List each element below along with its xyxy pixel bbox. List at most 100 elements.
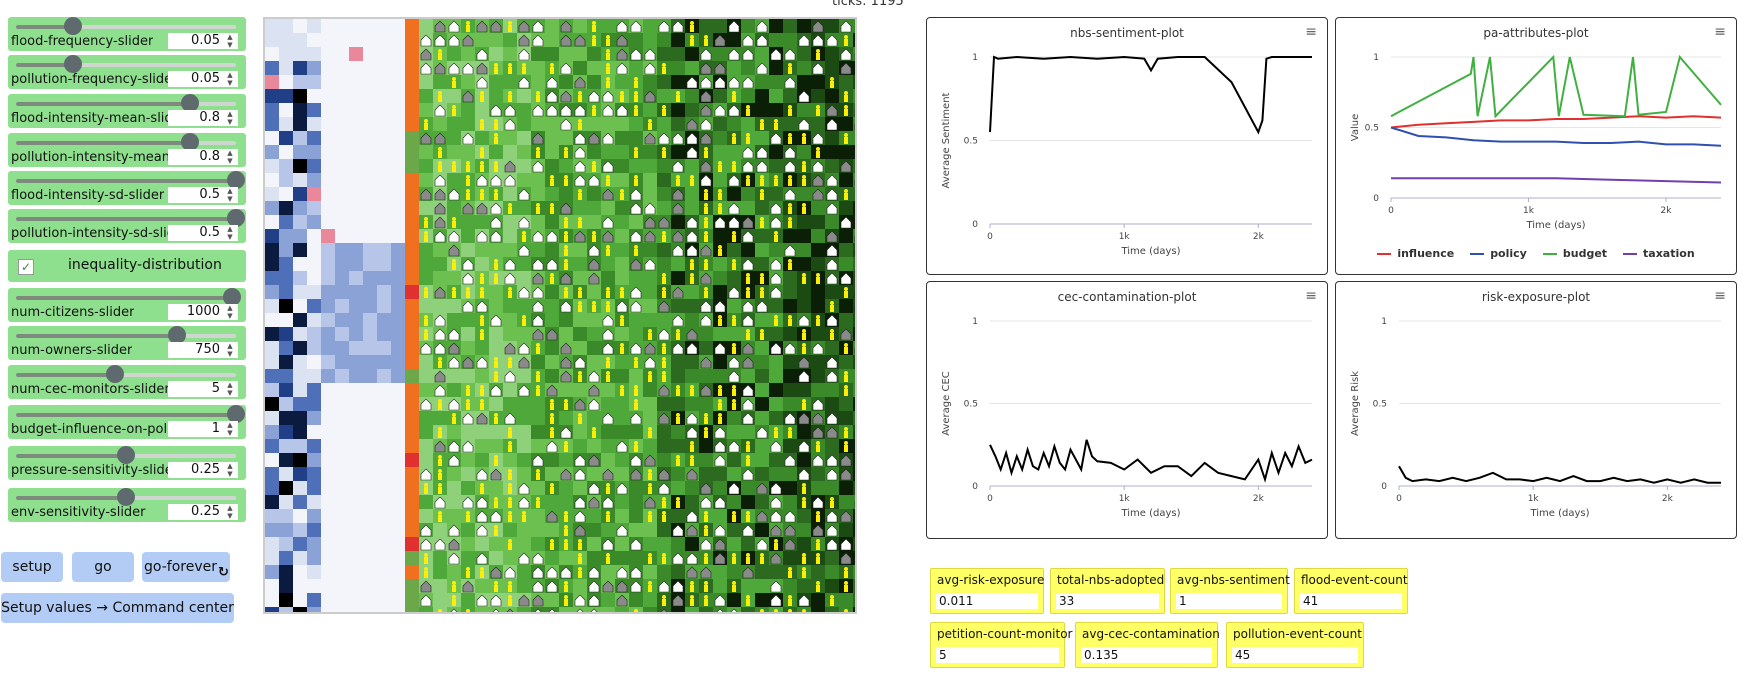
slider-thumb[interactable] xyxy=(117,488,135,506)
slider-thumb[interactable] xyxy=(222,288,241,306)
slider[interactable]: num-citizens-slider 1000 ▲ ▼ xyxy=(8,288,246,322)
plot-canvas: 0 0.5 1 0 1k 2k Time (days) Average CEC xyxy=(941,317,1313,519)
series-line-taxation xyxy=(1391,177,1722,184)
slider-track[interactable] xyxy=(16,488,236,506)
menu-icon[interactable]: ≡ xyxy=(1305,24,1317,40)
spinner-icon[interactable]: ▲ ▼ xyxy=(227,33,233,49)
x-axis-label: Time (days) xyxy=(1120,508,1180,519)
x-tick-label: 2k xyxy=(1253,494,1265,504)
spinner-icon[interactable]: ▲ ▼ xyxy=(227,421,233,437)
go-forever-button[interactable]: go-forever↻ xyxy=(142,552,230,582)
slider-track[interactable] xyxy=(16,17,236,35)
slider-fill xyxy=(16,25,74,29)
slider-fill xyxy=(16,63,74,67)
slider-value[interactable]: 1000 ▲ ▼ xyxy=(168,304,238,320)
slider-value[interactable]: 0.05 ▲ ▼ xyxy=(168,71,238,87)
spinner-icon[interactable]: ▲ ▼ xyxy=(227,381,233,397)
avg-nbs-sentiment-monitor: avg-nbs-sentiment 1 xyxy=(1170,568,1290,614)
slider-track[interactable] xyxy=(16,209,245,227)
slider[interactable]: pressure-sensitivity-slider 0.25 ▲ ▼ xyxy=(8,446,246,480)
x-tick-label: 0 xyxy=(1396,494,1402,504)
slider-value[interactable]: 750 ▲ ▼ xyxy=(168,342,238,358)
slider[interactable]: flood-intensity-sd-slider 0.5 ▲ ▼ xyxy=(8,171,246,205)
slider-track[interactable] xyxy=(16,55,236,73)
spinner-icon[interactable]: ▲ ▼ xyxy=(227,187,233,203)
setup-button[interactable]: setup xyxy=(1,552,63,582)
slider[interactable]: flood-frequency-slider 0.05 ▲ ▼ xyxy=(8,17,246,51)
slider-value[interactable]: 5 ▲ ▼ xyxy=(168,381,238,397)
slider-thumb[interactable] xyxy=(117,446,135,464)
slider-track[interactable] xyxy=(16,326,236,344)
slider[interactable]: num-cec-monitors-slider 5 ▲ ▼ xyxy=(8,365,246,399)
slider[interactable]: pollution-frequency-slider 0.05 ▲ ▼ xyxy=(8,55,246,89)
slider[interactable]: flood-intensity-mean-slider 0.8 ▲ ▼ xyxy=(8,94,246,128)
slider-thumb[interactable] xyxy=(227,405,245,423)
command-center-button[interactable]: Setup values → Command center xyxy=(1,593,234,623)
slider[interactable]: env-sensitivity-slider 0.25 ▲ ▼ xyxy=(8,488,246,522)
slider-value[interactable]: 1 ▲ ▼ xyxy=(168,421,238,437)
x-axis-label: Time (days) xyxy=(1529,508,1589,519)
slider[interactable]: pollution-intensity-sd-slider 0.5 ▲ ▼ xyxy=(8,209,246,243)
plot-canvas: 0 0.5 1 0 1k 2k Time (days) Value xyxy=(1350,53,1722,231)
spinner-icon[interactable]: ▲ ▼ xyxy=(227,304,233,320)
avg-cec-contamination-monitor: avg-cec-contamination 0.135 xyxy=(1075,622,1220,668)
legend-item-budget[interactable]: budget xyxy=(1542,247,1607,260)
plot-title: cec-contamination-plot xyxy=(1057,290,1197,304)
spinner-icon[interactable]: ▲ ▼ xyxy=(227,462,233,478)
slider-value[interactable]: 0.8 ▲ ▼ xyxy=(168,149,238,165)
spinner-icon[interactable]: ▲ ▼ xyxy=(227,504,233,520)
menu-icon[interactable]: ≡ xyxy=(1305,288,1317,304)
slider-thumb[interactable] xyxy=(167,326,186,344)
legend-item-policy[interactable]: policy xyxy=(1470,247,1527,260)
slider-thumb[interactable] xyxy=(106,365,124,383)
slider[interactable]: pollution-intensity-mean-sli... 0.8 ▲ ▼ xyxy=(8,133,246,167)
pollution-event-count-monitor: pollution-event-count 45 xyxy=(1226,622,1364,668)
menu-icon[interactable]: ≡ xyxy=(1714,288,1726,304)
legend-item-influence[interactable]: influence xyxy=(1377,247,1454,260)
slider-track[interactable] xyxy=(16,446,236,464)
slider-value[interactable]: 0.5 ▲ ▼ xyxy=(168,225,238,241)
inequality-distribution-switch[interactable]: ✓ inequality-distribution xyxy=(8,250,246,282)
slider-thumb[interactable] xyxy=(64,17,83,35)
slider-value[interactable]: 0.05 ▲ ▼ xyxy=(168,33,238,49)
legend: influence policy budget taxation xyxy=(1336,247,1736,260)
slider-track[interactable] xyxy=(16,405,245,423)
x-tick-label: 1k xyxy=(1528,494,1540,504)
total-nbs-adopted-monitor: total-nbs-adopted 33 xyxy=(1050,568,1165,614)
x-tick-label: 1k xyxy=(1119,232,1131,242)
slider[interactable]: num-owners-slider 750 ▲ ▼ xyxy=(8,326,246,360)
spinner-icon[interactable]: ▲ ▼ xyxy=(227,149,233,165)
world-view[interactable] xyxy=(263,17,857,614)
slider-track[interactable] xyxy=(16,133,236,151)
slider-value[interactable]: 0.5 ▲ ▼ xyxy=(168,187,238,203)
spinner-icon[interactable]: ▲ ▼ xyxy=(227,110,233,126)
go-button[interactable]: go xyxy=(72,552,134,582)
menu-icon[interactable]: ≡ xyxy=(1714,24,1726,40)
slider-fill xyxy=(16,413,236,417)
slider-track[interactable] xyxy=(16,94,236,112)
slider-value[interactable]: 0.25 ▲ ▼ xyxy=(168,462,238,478)
slider-value[interactable]: 0.8 ▲ ▼ xyxy=(168,110,238,126)
spinner-icon[interactable]: ▲ ▼ xyxy=(227,225,233,241)
checkbox[interactable]: ✓ xyxy=(18,259,34,275)
slider-label: pollution-intensity-mean-sli... xyxy=(11,150,202,165)
slider-track[interactable] xyxy=(16,288,241,306)
legend-item-taxation[interactable]: taxation xyxy=(1623,247,1695,260)
slider-thumb[interactable] xyxy=(64,55,83,73)
y-tick-label: 1 xyxy=(972,53,978,63)
y-tick-label: 0 xyxy=(1373,194,1379,204)
plot-canvas: 0 0.5 1 0 1k 2k Time (days) Average Risk xyxy=(1350,317,1721,519)
spinner-icon[interactable]: ▲ ▼ xyxy=(227,71,233,87)
slider-label: num-owners-slider xyxy=(11,343,133,358)
slider-track[interactable] xyxy=(16,171,245,189)
slider-value-text: 0.05 xyxy=(191,71,220,86)
slider[interactable]: budget-influence-on-policy-slider 1 ▲ ▼ xyxy=(8,405,246,439)
spinner-icon[interactable]: ▲ ▼ xyxy=(227,342,233,358)
x-tick-label: 1k xyxy=(1119,494,1131,504)
slider-thumb[interactable] xyxy=(227,171,245,189)
slider-thumb[interactable] xyxy=(180,133,199,151)
slider-thumb[interactable] xyxy=(227,209,245,227)
slider-value[interactable]: 0.25 ▲ ▼ xyxy=(168,504,238,520)
slider-track[interactable] xyxy=(16,365,236,383)
slider-thumb[interactable] xyxy=(180,94,199,112)
